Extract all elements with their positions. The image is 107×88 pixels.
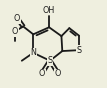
Text: O: O — [55, 69, 61, 78]
Text: O: O — [12, 27, 18, 36]
Text: OH: OH — [43, 6, 55, 15]
Text: S: S — [47, 56, 53, 65]
Text: N: N — [30, 48, 36, 57]
Text: O: O — [39, 69, 45, 78]
Text: O: O — [14, 14, 20, 23]
Text: S: S — [77, 46, 82, 55]
